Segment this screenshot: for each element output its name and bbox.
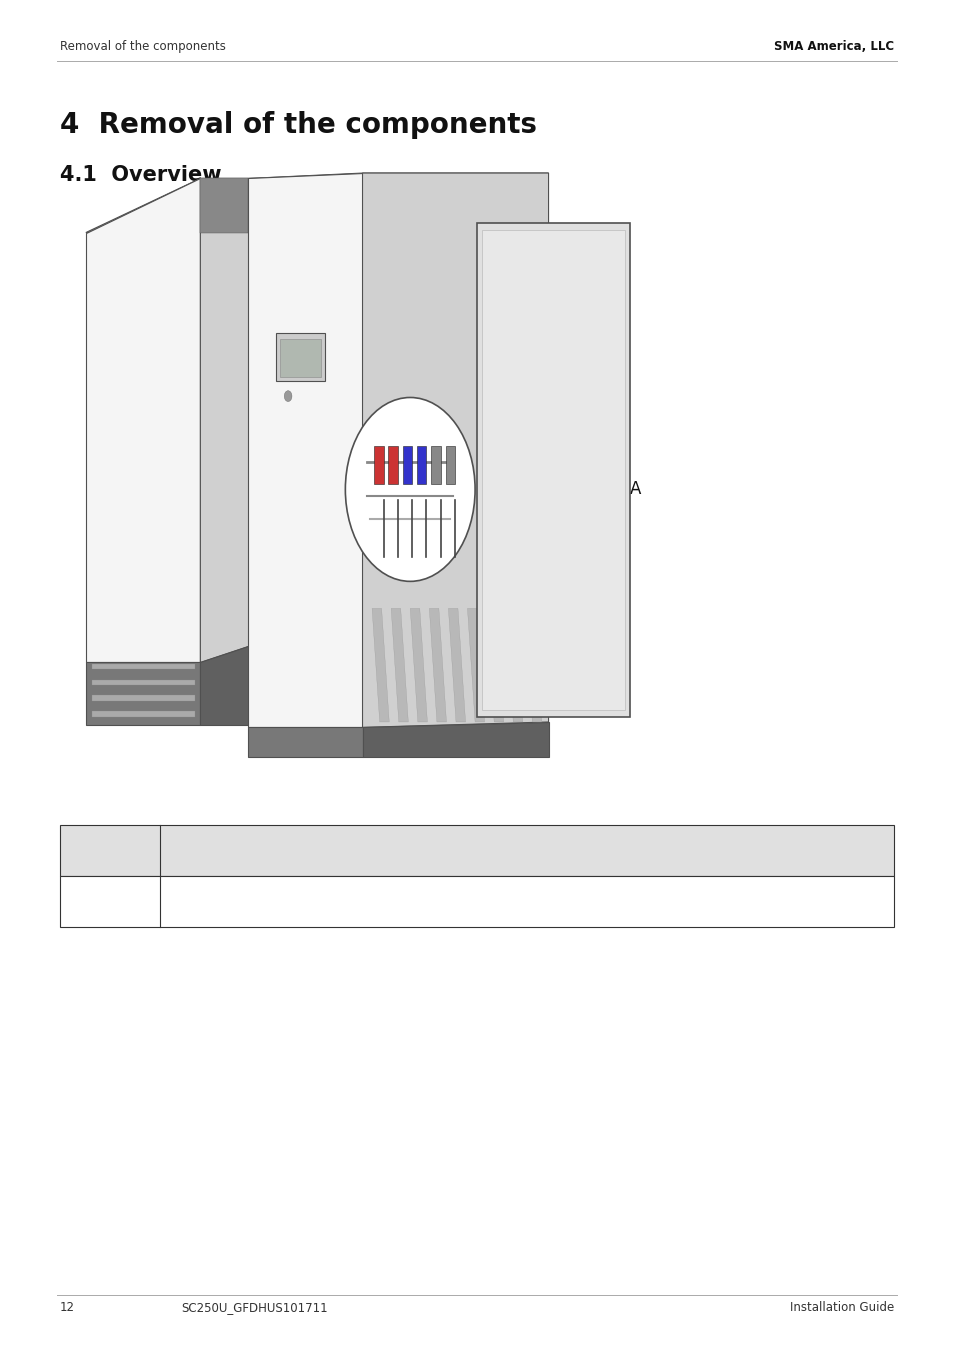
FancyBboxPatch shape [431,446,440,484]
Text: SC250U_GFDHUS101711: SC250U_GFDHUS101711 [181,1301,328,1314]
Polygon shape [505,608,522,722]
Polygon shape [429,608,446,722]
Polygon shape [200,178,362,662]
Polygon shape [486,608,503,722]
FancyBboxPatch shape [275,333,325,381]
Text: Description: Description [167,844,253,857]
FancyBboxPatch shape [402,446,412,484]
FancyBboxPatch shape [91,711,194,717]
Circle shape [345,397,475,581]
FancyBboxPatch shape [388,446,397,484]
Polygon shape [362,722,548,757]
FancyBboxPatch shape [374,446,383,484]
FancyBboxPatch shape [91,680,194,685]
FancyBboxPatch shape [60,876,893,927]
Polygon shape [391,608,408,722]
Polygon shape [448,608,465,722]
Polygon shape [410,608,427,722]
Polygon shape [248,173,548,178]
Text: A: A [67,895,77,909]
FancyBboxPatch shape [91,664,194,669]
Polygon shape [86,178,200,662]
Text: Removal of the components: Removal of the components [60,39,226,53]
Text: 4.1  Overview: 4.1 Overview [60,165,221,185]
Polygon shape [86,662,200,725]
Polygon shape [362,173,548,727]
FancyBboxPatch shape [279,339,321,377]
FancyBboxPatch shape [60,825,893,876]
FancyBboxPatch shape [416,446,426,484]
Polygon shape [467,608,484,722]
Text: 4  Removal of the components: 4 Removal of the components [60,111,537,139]
Polygon shape [200,178,248,233]
FancyBboxPatch shape [91,695,194,700]
Circle shape [284,391,292,402]
Text: Position of the DC+ and DC– busbars and the contactor.: Position of the DC+ and DC– busbars and … [167,895,539,909]
Polygon shape [200,608,362,725]
Polygon shape [524,608,541,722]
FancyBboxPatch shape [476,223,629,717]
Text: 12: 12 [60,1301,75,1314]
FancyBboxPatch shape [445,446,455,484]
Text: Position: Position [67,844,128,857]
Polygon shape [86,178,362,233]
Polygon shape [248,173,362,727]
FancyBboxPatch shape [481,230,624,710]
Text: Installation Guide: Installation Guide [789,1301,893,1314]
Text: A: A [629,480,640,499]
Text: SMA America, LLC: SMA America, LLC [773,39,893,53]
Polygon shape [248,727,362,757]
Polygon shape [372,608,389,722]
